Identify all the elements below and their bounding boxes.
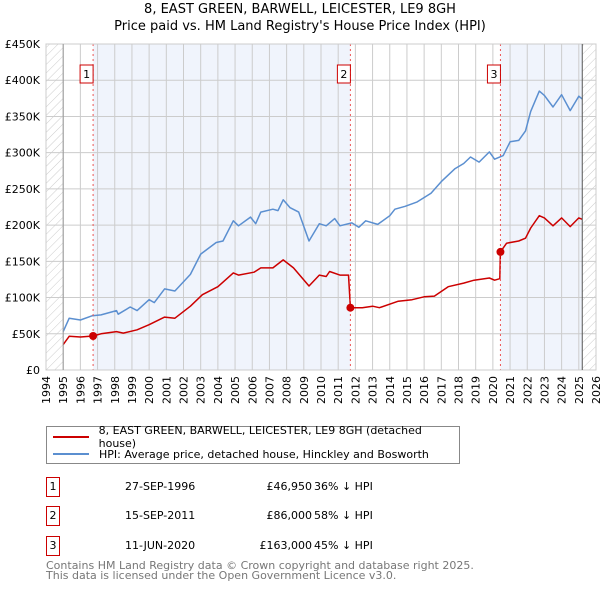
x-tick-label: 2025 [573,376,586,404]
chart-subtitle: Price paid vs. HM Land Registry's House … [114,19,486,34]
no-data-region [46,44,64,370]
y-tick-label: £350K [5,110,41,123]
x-tick-label: 2019 [470,376,483,404]
footer-line: Contains HM Land Registry data © Crown c… [46,559,474,572]
x-tick-label: 1997 [92,376,105,404]
x-tick-label: 2017 [435,376,448,404]
sale-hpi-diff: 58% ↓ HPI [314,509,373,522]
x-tick-label: 2024 [556,376,569,404]
price-paid-line [62,214,583,346]
x-tick-label: 2022 [521,376,534,404]
x-tick-label: 2004 [212,376,225,404]
legend-item-hpi: HPI: Average price, detached house, Hinc… [53,446,429,462]
x-tick-label: 2008 [281,376,294,404]
x-tick-label: 2003 [195,376,208,404]
sale-point [346,303,355,312]
x-tick-label: 2006 [246,376,259,404]
y-tick-label: £150K [5,255,41,268]
sale-price: £86,000 [266,509,313,522]
x-tick-label: 1995 [57,376,70,404]
x-tick-label: 2014 [384,376,397,404]
ownership-period-shade [500,44,583,370]
x-tick-label: 2005 [229,376,242,404]
x-tick-label: 2013 [367,376,380,404]
legend-swatch-red [53,436,89,438]
y-tick-label: £400K [5,74,41,87]
sale-label: 1 [83,68,90,81]
sale-label: 3 [490,68,497,81]
sale-row: 1 27-SEP-1996 £46,950 36% ↓ HPI [46,477,446,497]
price-chart: 1 2 3 1994 1995 1996 1997 1998 1999 2000 2001 2002 2… [5,38,600,404]
sale-hpi-diff: 36% ↓ HPI [314,480,373,493]
y-tick-label: £200K [5,219,41,232]
sale-label-box [486,64,501,84]
sale-row: 3 11-JUN-2020 £163,000 45% ↓ HPI [46,536,446,556]
sale-label-box [336,64,351,84]
x-tick-label: 2016 [418,376,431,404]
y-tick-label: £300K [5,147,41,160]
x-tick-label: 2011 [332,376,345,404]
plot-frame [45,43,597,371]
x-tick-label: 2001 [160,376,173,404]
legend-label: HPI: Average price, detached house, Hinc… [99,447,429,461]
sale-point [89,331,98,340]
ownership-period-shade [93,44,351,370]
y-tick-label: £0 [26,364,40,377]
sale-number: 2 [46,506,60,526]
sale-date: 27-SEP-1996 [125,480,196,493]
sale-number: 3 [46,536,60,556]
legend: 8, EAST GREEN, BARWELL, LEICESTER, LE9 8… [46,424,460,464]
x-tick-label: 2007 [263,376,276,404]
x-tick-label: 2012 [349,376,362,404]
y-tick-label: £50K [12,328,41,341]
sale-hpi-diff: 45% ↓ HPI [314,539,373,552]
x-tick-label: 2026 [590,376,600,404]
footer-line: This data is licensed under the Open Gov… [46,569,397,582]
no-data-region [582,44,596,370]
sale-label: 2 [340,68,347,81]
x-tick-label: 2010 [315,376,328,404]
legend-label: 8, EAST GREEN, BARWELL, LEICESTER, LE9 8… [98,424,422,450]
x-tick-label: 1999 [126,376,139,404]
sale-number: 1 [46,477,60,497]
x-tick-label: 2002 [178,376,191,404]
x-tick-label: 2021 [504,376,517,404]
x-tick-label: 1994 [40,376,53,404]
x-tick-label: 2020 [487,376,500,404]
y-tick-label: £450K [5,38,41,51]
hpi-line [62,90,583,332]
sale-row: 2 15-SEP-2011 £86,000 58% ↓ HPI [46,506,446,526]
x-tick-label: 2023 [538,376,551,404]
sale-date: 11-JUN-2020 [125,539,196,552]
x-tick-label: 1998 [109,376,122,404]
sale-price: £46,950 [266,480,313,493]
legend-swatch-blue [53,453,89,455]
x-tick-label: 2015 [401,376,414,404]
y-tick-label: £100K [5,292,41,305]
sale-price: £163,000 [259,539,313,552]
sale-label-box [79,64,94,84]
x-tick-label: 2018 [453,376,466,404]
x-tick-label: 2009 [298,376,311,404]
x-tick-label: 2000 [143,376,156,404]
chart-title: 8, EAST GREEN, BARWELL, LEICESTER, LE9 8… [144,2,456,17]
sale-date: 15-SEP-2011 [125,509,196,522]
y-tick-label: £250K [5,183,41,196]
x-tick-label: 1996 [74,376,87,404]
footer-attribution: Contains HM Land Registry data © Crown c… [46,559,474,582]
sale-point [496,247,505,256]
legend-item-property: 8, EAST GREEN, BARWELL, LEICESTER, LE9 8… [53,424,459,450]
